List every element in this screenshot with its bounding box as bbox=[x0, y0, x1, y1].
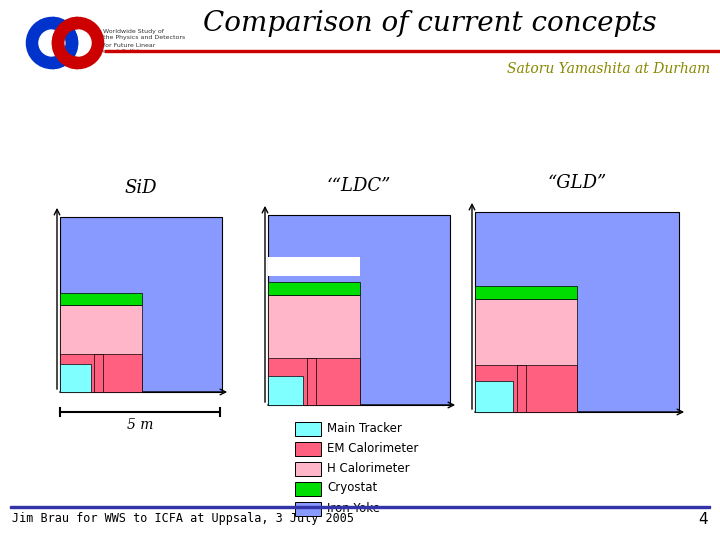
Bar bbox=[60, 364, 91, 392]
Bar bbox=[268, 375, 303, 405]
Text: Worldwide Study of
the Physics and Detectors: Worldwide Study of the Physics and Detec… bbox=[103, 29, 185, 40]
Bar bbox=[268, 359, 360, 405]
Text: Iron Yoke: Iron Yoke bbox=[327, 502, 380, 515]
Bar bbox=[295, 442, 321, 456]
Bar bbox=[475, 286, 577, 299]
Bar bbox=[105, 50, 720, 52]
Text: Comparison of current concepts: Comparison of current concepts bbox=[203, 10, 657, 37]
Bar bbox=[268, 282, 360, 295]
Bar bbox=[10, 506, 710, 508]
Text: ‘“LDC”: ‘“LDC” bbox=[327, 177, 391, 195]
Text: “GLD”: “GLD” bbox=[547, 174, 607, 192]
Bar bbox=[268, 295, 360, 405]
Bar bbox=[295, 502, 321, 516]
Text: 5 m: 5 m bbox=[127, 418, 153, 432]
Text: Main Tracker: Main Tracker bbox=[327, 422, 402, 435]
Bar bbox=[268, 257, 360, 276]
Bar bbox=[475, 381, 513, 412]
Bar bbox=[475, 212, 679, 412]
Bar bbox=[295, 462, 321, 476]
Text: SiD: SiD bbox=[125, 179, 157, 197]
Bar bbox=[517, 365, 526, 412]
Circle shape bbox=[63, 28, 94, 58]
Text: H Calorimeter: H Calorimeter bbox=[327, 462, 410, 475]
Bar bbox=[475, 365, 577, 412]
Bar bbox=[295, 482, 321, 496]
Bar bbox=[60, 293, 142, 305]
Text: EM Calorimeter: EM Calorimeter bbox=[327, 442, 418, 455]
Text: Satoru Yamashita at Durham: Satoru Yamashita at Durham bbox=[507, 62, 710, 76]
Text: Jim Brau for WWS to ICFA at Uppsala, 3 July 2005: Jim Brau for WWS to ICFA at Uppsala, 3 J… bbox=[12, 512, 354, 525]
Bar bbox=[94, 354, 103, 392]
Text: Cryostat: Cryostat bbox=[327, 482, 377, 495]
Bar bbox=[307, 359, 316, 405]
Circle shape bbox=[37, 28, 68, 58]
Bar bbox=[25, 20, 135, 65]
Bar bbox=[60, 354, 142, 392]
Text: for Future Linear
e+e⁻ Colliders: for Future Linear e+e⁻ Colliders bbox=[103, 43, 156, 54]
Bar bbox=[295, 422, 321, 436]
Bar bbox=[475, 299, 577, 412]
Bar bbox=[268, 215, 450, 405]
Bar bbox=[60, 217, 222, 392]
Text: 4: 4 bbox=[698, 512, 708, 527]
Bar bbox=[60, 305, 142, 392]
